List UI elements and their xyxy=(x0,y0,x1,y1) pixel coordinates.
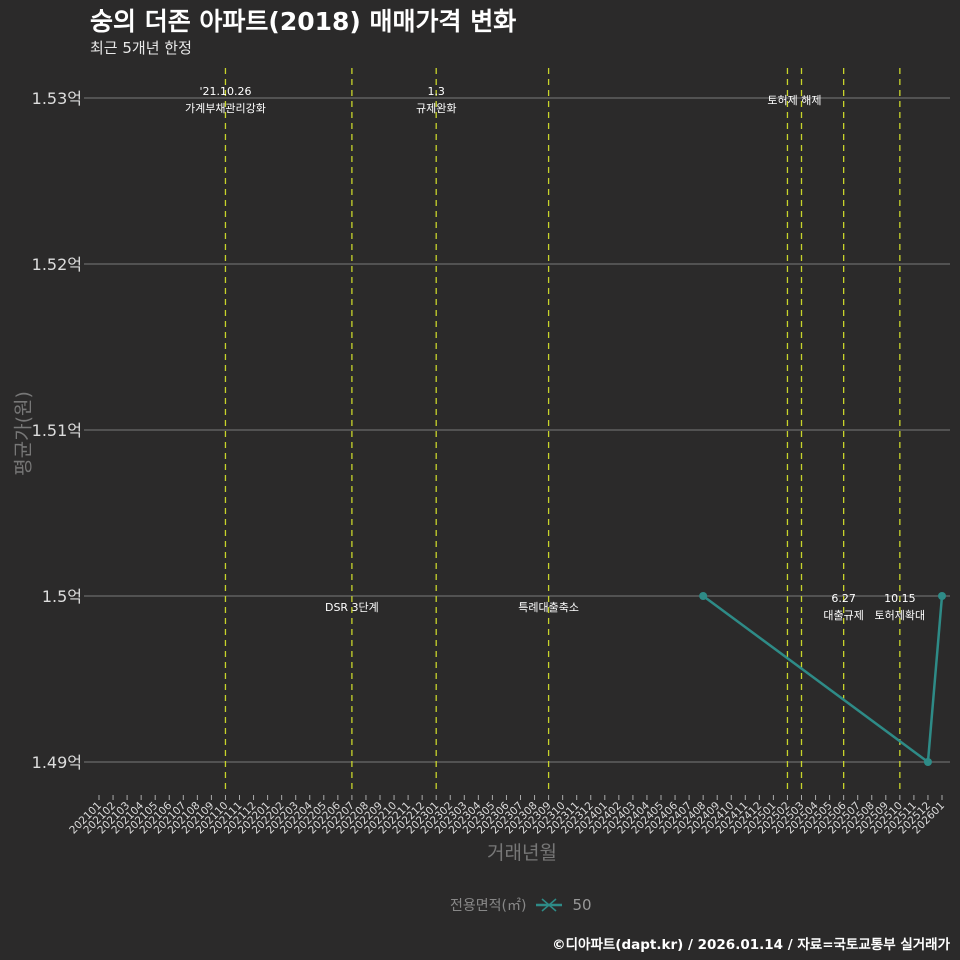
y-tick-label: 1.51억 xyxy=(32,421,82,440)
legend-title: 전용면적(㎡) xyxy=(450,898,527,914)
legend-item-50: 50 xyxy=(572,896,592,914)
event-name-label: 특례대출축소 xyxy=(518,601,579,614)
event-date-label: '21.10.26 xyxy=(199,85,251,98)
x-axis-ticks: 2021012021022021032021042021052021062021… xyxy=(67,795,947,836)
event-name-label: DSR 3단계 xyxy=(325,601,379,614)
event-name-label: 대출규제 xyxy=(823,609,863,622)
chart-title: 숭의 더존 아파트(2018) 매매가격 변화 xyxy=(90,7,517,36)
y-axis-title: 평균가(원) xyxy=(12,391,35,476)
data-point xyxy=(699,592,708,600)
legend-key-line-icon xyxy=(534,895,564,915)
y-tick-label: 1.52억 xyxy=(32,255,82,274)
event-name-label: 규제완화 xyxy=(416,102,456,115)
price-series-line xyxy=(699,592,946,766)
chart-subtitle: 최근 5개년 한정 xyxy=(90,39,192,57)
data-point xyxy=(938,592,946,600)
x-axis-title: 거래년월 xyxy=(487,842,557,864)
event-date-label: 6.27 xyxy=(831,592,856,605)
event-date-label: 1.3 xyxy=(427,85,445,98)
event-name-label: 가계부채관리강화 xyxy=(185,102,266,115)
y-tick-label: 1.49억 xyxy=(32,753,82,772)
event-date-label: 10.15 xyxy=(884,592,916,605)
legend: 전용면적(㎡) 50 xyxy=(450,895,592,915)
data-point xyxy=(923,758,932,766)
y-tick-label: 1.53억 xyxy=(32,89,82,108)
y-tick-label: 1.5억 xyxy=(42,587,82,606)
y-gridlines xyxy=(88,97,950,763)
y-axis-ticks: 1.49억 1.5억 1.51억 1.52억 1.53억 xyxy=(32,89,88,772)
event-name-label: 토허제확대 xyxy=(875,609,926,622)
source-credit: ©디아파트(dapt.kr) / 2026.01.14 / 자료=국토교통부 실… xyxy=(552,937,950,953)
event-name-label: 토허제 해제 xyxy=(767,93,821,107)
